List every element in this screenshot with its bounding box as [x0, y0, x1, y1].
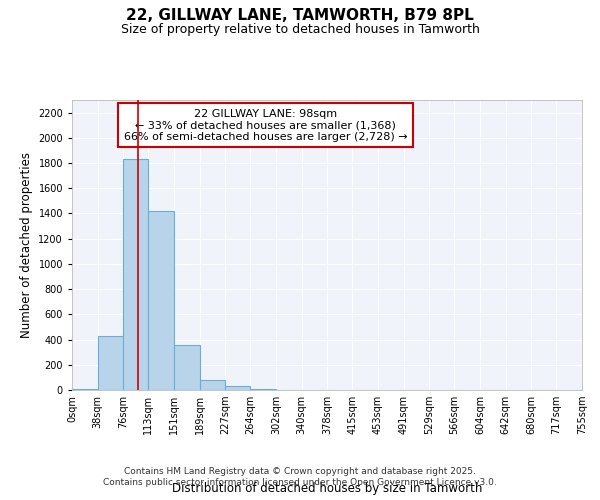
Text: Size of property relative to detached houses in Tamworth: Size of property relative to detached ho… — [121, 22, 479, 36]
Bar — [200, 380, 226, 390]
Bar — [124, 160, 148, 390]
Text: 22, GILLWAY LANE, TAMWORTH, B79 8PL: 22, GILLWAY LANE, TAMWORTH, B79 8PL — [126, 8, 474, 22]
Y-axis label: Number of detached properties: Number of detached properties — [20, 152, 32, 338]
Bar — [250, 388, 276, 390]
Bar — [226, 386, 250, 390]
Bar — [148, 211, 174, 390]
Text: 22 GILLWAY LANE: 98sqm
← 33% of detached houses are smaller (1,368)
66% of semi-: 22 GILLWAY LANE: 98sqm ← 33% of detached… — [124, 108, 407, 142]
Text: Contains HM Land Registry data © Crown copyright and database right 2025.
Contai: Contains HM Land Registry data © Crown c… — [103, 468, 497, 487]
Bar — [72, 388, 98, 390]
Bar — [174, 345, 200, 390]
Text: Distribution of detached houses by size in Tamworth: Distribution of detached houses by size … — [172, 482, 482, 495]
Bar — [98, 336, 124, 390]
